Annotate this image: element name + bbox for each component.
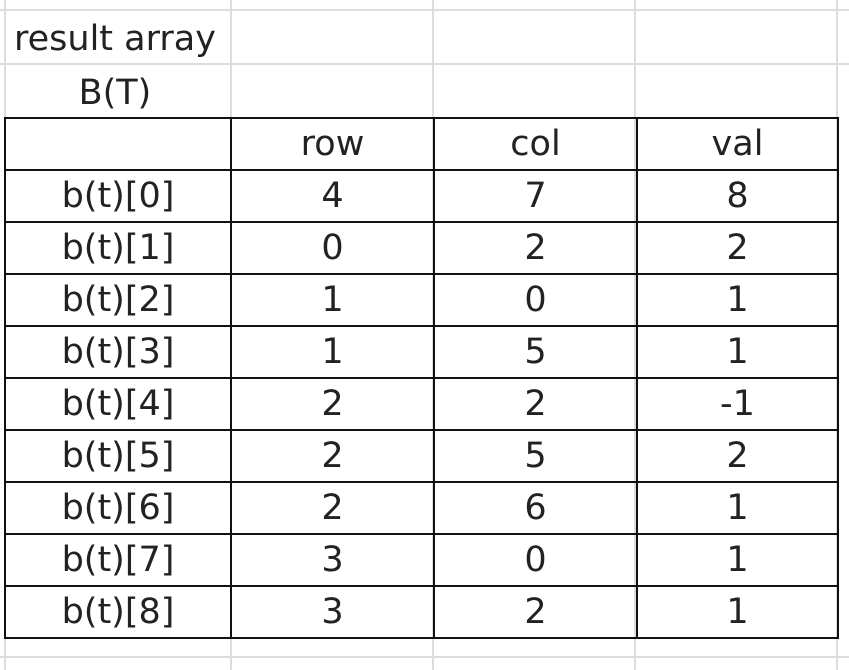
header-cell-val[interactable]: val xyxy=(636,117,839,171)
row-value-cell[interactable]: 0 xyxy=(230,221,435,275)
col-value-cell[interactable]: 0 xyxy=(433,273,638,327)
row-value-cell[interactable]: 1 xyxy=(230,273,435,327)
col-value-cell[interactable]: 2 xyxy=(433,585,638,639)
table-row: b(t)[8] 3 2 1 xyxy=(4,585,839,639)
row-label-cell[interactable]: b(t)[4] xyxy=(4,377,232,431)
table-row: b(t)[2] 1 0 1 xyxy=(4,273,839,327)
table-row: b(t)[4] 2 2 -1 xyxy=(4,377,839,431)
val-value-cell[interactable]: 1 xyxy=(636,325,839,379)
col-value-cell[interactable]: 5 xyxy=(433,429,638,483)
row-value-cell[interactable]: 4 xyxy=(230,169,435,223)
row-value-cell[interactable]: 3 xyxy=(230,585,435,639)
row-label-cell[interactable]: b(t)[2] xyxy=(4,273,232,327)
row-label-cell[interactable]: b(t)[8] xyxy=(4,585,232,639)
val-value-cell[interactable]: 1 xyxy=(636,273,839,327)
row-label-cell[interactable]: b(t)[3] xyxy=(4,325,232,379)
sheet-gridline xyxy=(0,63,849,65)
col-value-cell[interactable]: 2 xyxy=(433,377,638,431)
table-row: b(t)[6] 2 6 1 xyxy=(4,481,839,535)
row-label-cell[interactable]: b(t)[1] xyxy=(4,221,232,275)
val-value-cell[interactable]: 2 xyxy=(636,429,839,483)
row-value-cell[interactable]: 2 xyxy=(230,429,435,483)
row-label-cell[interactable]: b(t)[7] xyxy=(4,533,232,587)
col-value-cell[interactable]: 5 xyxy=(433,325,638,379)
val-value-cell[interactable]: 2 xyxy=(636,221,839,275)
val-value-cell[interactable]: 1 xyxy=(636,585,839,639)
table-row: b(t)[1] 0 2 2 xyxy=(4,221,839,275)
header-cell-col[interactable]: col xyxy=(433,117,638,171)
col-value-cell[interactable]: 2 xyxy=(433,221,638,275)
sheet-gridline xyxy=(0,656,849,658)
val-value-cell[interactable]: 8 xyxy=(636,169,839,223)
row-value-cell[interactable]: 1 xyxy=(230,325,435,379)
val-value-cell[interactable]: 1 xyxy=(636,533,839,587)
table-row: b(t)[0] 4 7 8 xyxy=(4,169,839,223)
table-row: b(t)[5] 2 5 2 xyxy=(4,429,839,483)
table-row: b(t)[3] 1 5 1 xyxy=(4,325,839,379)
result-array-table: row col val b(t)[0] 4 7 8 b(t)[1] 0 2 2 … xyxy=(4,117,839,639)
row-value-cell[interactable]: 2 xyxy=(230,377,435,431)
header-cell-index[interactable] xyxy=(4,117,232,171)
row-label-cell[interactable]: b(t)[6] xyxy=(4,481,232,535)
val-value-cell[interactable]: 1 xyxy=(636,481,839,535)
row-label-cell[interactable]: b(t)[0] xyxy=(4,169,232,223)
col-value-cell[interactable]: 7 xyxy=(433,169,638,223)
row-value-cell[interactable]: 2 xyxy=(230,481,435,535)
col-value-cell[interactable]: 6 xyxy=(433,481,638,535)
caption-result-array[interactable]: result array xyxy=(14,19,216,59)
caption-array-name[interactable]: B(T) xyxy=(78,73,152,113)
val-value-cell[interactable]: -1 xyxy=(636,377,839,431)
table-header-row: row col val xyxy=(4,117,839,171)
row-value-cell[interactable]: 3 xyxy=(230,533,435,587)
header-cell-row[interactable]: row xyxy=(230,117,435,171)
col-value-cell[interactable]: 0 xyxy=(433,533,638,587)
sheet-gridline xyxy=(0,9,849,11)
row-label-cell[interactable]: b(t)[5] xyxy=(4,429,232,483)
table-row: b(t)[7] 3 0 1 xyxy=(4,533,839,587)
